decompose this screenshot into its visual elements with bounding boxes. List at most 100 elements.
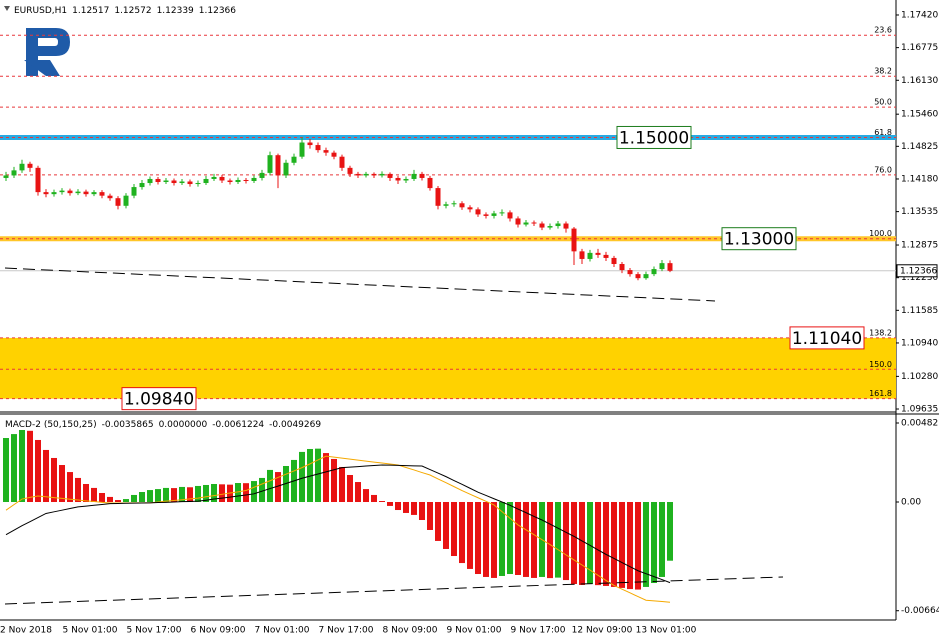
candle-body <box>587 252 593 259</box>
x-tick-label: 9 Nov 17:00 <box>511 626 566 636</box>
histogram-bar <box>619 502 625 588</box>
candle-body <box>275 155 281 176</box>
histogram-bar <box>347 474 353 503</box>
histogram-bar <box>635 502 641 590</box>
histogram-bar <box>99 493 105 503</box>
candle-body <box>235 179 241 183</box>
histogram-bar <box>139 492 145 503</box>
histogram-bar <box>275 472 281 503</box>
candle-body <box>403 178 409 181</box>
histogram-bar <box>515 502 521 575</box>
y-tick-label: 1.10940 <box>901 338 938 348</box>
histogram-bar <box>643 502 649 587</box>
histogram-bar <box>611 502 617 587</box>
candle-body <box>619 264 625 271</box>
histogram-bar <box>363 489 369 503</box>
histogram-bar <box>243 483 249 503</box>
candle-body <box>43 192 49 195</box>
y-tick-label: 1.16130 <box>901 76 938 86</box>
histogram-bar <box>499 502 505 576</box>
level-box <box>721 227 797 251</box>
candle-body <box>307 142 313 146</box>
candle-body <box>51 192 57 195</box>
candle-body <box>539 223 545 228</box>
histogram-bar <box>323 453 329 503</box>
candle-body <box>155 178 161 183</box>
histogram-bar <box>91 487 97 503</box>
level-label: 1.11040 <box>792 329 862 349</box>
trend-line <box>4 576 784 605</box>
histogram-bar <box>587 502 593 584</box>
candle-body <box>35 167 41 193</box>
y-tick-label: 1.12875 <box>901 241 938 251</box>
candle-body <box>171 180 177 184</box>
histogram-bar <box>571 502 577 584</box>
histogram-bar <box>595 502 601 586</box>
fib-label: 100.0 <box>869 229 892 238</box>
histogram-bar <box>235 483 241 503</box>
histogram-bar <box>35 439 41 503</box>
candle-body <box>251 177 257 181</box>
y-tick-label: 1.14825 <box>901 142 938 152</box>
candle-body <box>67 190 73 194</box>
histogram-bar <box>371 494 377 503</box>
histogram-bar <box>147 490 153 503</box>
histogram-bar <box>155 489 161 503</box>
histogram-bar <box>299 451 305 503</box>
candle-body <box>107 195 113 199</box>
candle-body <box>323 150 329 153</box>
histogram-bar <box>491 502 497 578</box>
candle-body <box>203 178 209 184</box>
candle-body <box>603 254 609 258</box>
x-tick-label: 2 Nov 2018 <box>0 626 52 636</box>
x-tick-label: 5 Nov 17:00 <box>127 626 182 636</box>
candle-body <box>563 223 569 229</box>
histogram-bar <box>563 502 569 581</box>
histogram-bar <box>603 502 609 586</box>
histogram-bar <box>219 484 225 503</box>
y-tick-label: 1.13535 <box>901 207 938 217</box>
histogram-bar <box>403 502 409 513</box>
candle-body <box>59 190 65 193</box>
histogram-bar <box>43 449 49 503</box>
candle-body <box>651 269 657 275</box>
histogram-bar <box>475 502 481 575</box>
fib-label: 150.0 <box>869 360 892 369</box>
candle-body <box>411 173 417 179</box>
y-tick-label: -0.006643 <box>901 606 939 616</box>
histogram-bar <box>427 502 433 530</box>
candle-body <box>491 213 497 216</box>
logo-leg <box>24 60 60 76</box>
candle-body <box>75 191 81 194</box>
x-tick-label: 5 Nov 01:00 <box>63 626 118 636</box>
candle-body <box>227 180 233 183</box>
candle-body <box>243 179 249 181</box>
histogram-bar <box>267 469 273 503</box>
fib-label: 76.0 <box>874 165 892 174</box>
y-tick-label: 1.12230 <box>901 273 938 283</box>
histogram-bar <box>651 502 657 584</box>
signal-line <box>5 455 671 603</box>
candle-body <box>219 176 225 181</box>
level-label: 1.09840 <box>124 390 194 410</box>
histogram-bar <box>579 502 585 585</box>
candle-body <box>147 178 153 184</box>
x-tick-label: 9 Nov 01:00 <box>447 626 502 636</box>
main-line <box>5 464 671 584</box>
level-box <box>789 326 865 350</box>
level-label: 1.13000 <box>724 230 794 250</box>
histogram-bar <box>483 502 489 577</box>
fib-label: 23.6 <box>874 26 892 35</box>
candle-body <box>187 181 193 185</box>
histogram-bar <box>379 501 385 503</box>
candle-body <box>643 274 649 279</box>
price-tag <box>896 264 938 278</box>
candle-body <box>667 263 673 271</box>
candle-body <box>123 195 129 206</box>
histogram-bar <box>27 430 33 503</box>
candle-body <box>579 251 585 259</box>
level-box <box>121 387 197 411</box>
candle-body <box>347 167 353 174</box>
candle-body <box>299 142 305 157</box>
